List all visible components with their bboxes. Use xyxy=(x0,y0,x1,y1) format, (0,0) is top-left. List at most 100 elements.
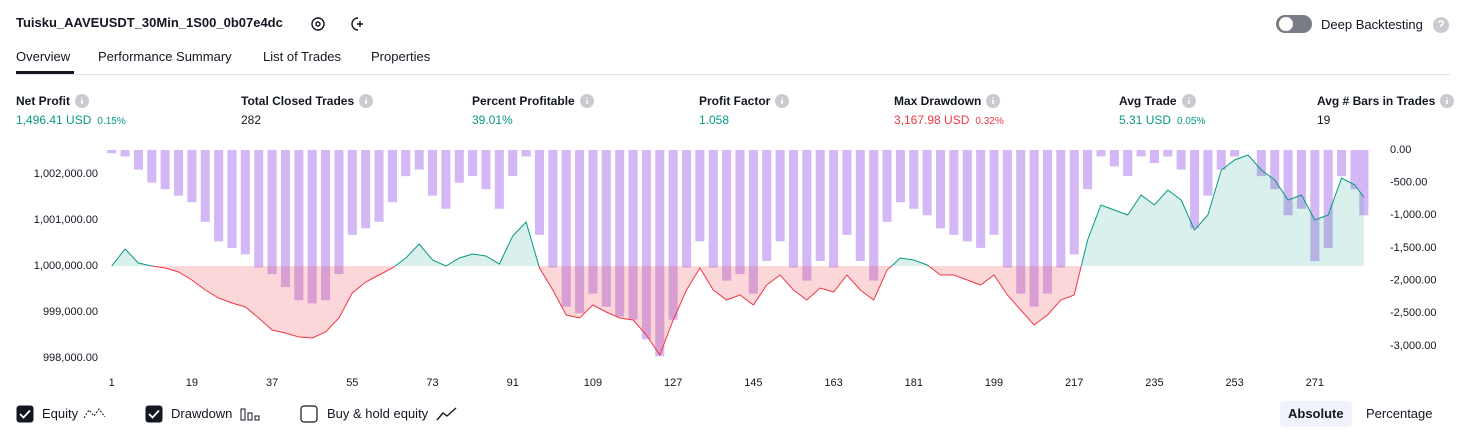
y2-tick-label: 0.00 xyxy=(1390,144,1411,156)
info-icon[interactable] xyxy=(359,94,373,108)
drawdown-bar xyxy=(561,150,571,307)
checkbox[interactable] xyxy=(16,405,34,423)
drawdown-bar xyxy=(120,150,130,157)
legend-label[interactable]: Buy & hold equity xyxy=(327,406,429,421)
drawdown-bar xyxy=(628,150,638,320)
drawdown-bar xyxy=(922,150,932,216)
drawdown-bar xyxy=(882,150,892,222)
metric-value: 282 xyxy=(241,113,261,127)
percentage-button[interactable]: Percentage xyxy=(1366,406,1433,421)
y2-tick-label: -1,500.00 xyxy=(1390,242,1436,254)
tab[interactable]: Performance Summary xyxy=(98,49,232,64)
metric-value: 1.058 xyxy=(699,113,729,127)
drawdown-bar xyxy=(762,150,772,261)
drawdown-bar xyxy=(989,150,999,235)
x-tick-label: 271 xyxy=(1306,377,1324,389)
drawdown-bar xyxy=(1056,150,1066,268)
drawdown-bar xyxy=(1296,150,1307,209)
metric-label: Avg Trade xyxy=(1119,94,1177,108)
info-icon[interactable] xyxy=(775,94,789,108)
drawdown-bar xyxy=(548,150,558,268)
info-icon[interactable] xyxy=(1440,94,1454,108)
drawdown-bar xyxy=(949,150,959,235)
metric-label: Max Drawdown xyxy=(894,94,982,108)
drawdown-bar xyxy=(1163,150,1173,157)
drawdown-bar xyxy=(307,150,317,304)
x-tick-label: 127 xyxy=(664,377,682,389)
drawdown-bar xyxy=(187,150,197,203)
drawdown-bar xyxy=(775,150,785,242)
tab[interactable]: Properties xyxy=(371,49,431,64)
legend-icon xyxy=(83,408,106,419)
y-tick-label: 1,001,000.00 xyxy=(34,214,98,226)
y-tick-label: 999,000.00 xyxy=(43,306,98,318)
drawdown-bar xyxy=(601,150,611,307)
drawdown-bar xyxy=(1230,150,1240,157)
tab[interactable]: List of Trades xyxy=(263,49,342,64)
drawdown-bar xyxy=(454,150,464,183)
settings-icon[interactable] xyxy=(311,17,325,31)
drawdown-bar xyxy=(1359,150,1369,216)
tab[interactable]: Overview xyxy=(16,49,71,64)
drawdown-bar xyxy=(588,150,598,294)
metric-number: 282 xyxy=(241,113,262,127)
metric-percent: 0.15% xyxy=(97,116,126,127)
help-icon[interactable] xyxy=(1432,16,1450,34)
drawdown-bar xyxy=(788,150,799,268)
checkbox[interactable] xyxy=(145,405,163,423)
metric-value: 39.01% xyxy=(472,113,513,127)
metric-value: 3,167.98 USD 0.32% xyxy=(894,113,1004,127)
metric-number: 3,167.98 USD xyxy=(894,113,970,127)
drawdown-bar xyxy=(200,150,210,222)
drawdown-bar xyxy=(280,150,291,288)
drawdown-bar xyxy=(1083,150,1093,190)
y2-tick-label: -1,000.00 xyxy=(1390,209,1436,221)
drawdown-bar xyxy=(468,150,478,177)
x-tick-label: 145 xyxy=(744,377,762,389)
x-tick-label: 73 xyxy=(426,377,438,389)
x-tick-label: 217 xyxy=(1065,377,1083,389)
info-icon[interactable] xyxy=(1182,94,1196,108)
metric-number: 1,496.41 USD xyxy=(16,113,92,127)
drawdown-bar xyxy=(802,150,812,281)
metric-number: 39.01% xyxy=(472,113,513,127)
info-icon[interactable] xyxy=(986,94,1000,108)
drawdown-bar xyxy=(1042,150,1053,294)
header-icons xyxy=(311,17,363,31)
drawdown-bar xyxy=(173,150,184,196)
metric-percent: 0.05% xyxy=(1177,116,1206,127)
drawdown-bar xyxy=(1256,150,1266,177)
drawdown-bar xyxy=(869,150,879,281)
add-icon[interactable] xyxy=(351,17,359,31)
legend-label[interactable]: Equity xyxy=(42,406,79,421)
drawdown-bar xyxy=(494,150,504,209)
x-tick-label: 163 xyxy=(824,377,842,389)
x-tick-label: 235 xyxy=(1145,377,1163,389)
toggle[interactable] xyxy=(1275,14,1313,34)
drawdown-bar xyxy=(414,150,424,170)
drawdown-bar xyxy=(815,150,825,261)
drawdown-bar xyxy=(722,150,732,281)
metric-label: Profit Factor xyxy=(699,94,771,108)
drawdown-bar xyxy=(374,150,384,222)
info-icon[interactable] xyxy=(580,94,594,108)
legend-label[interactable]: Drawdown xyxy=(171,406,233,421)
drawdown-bar xyxy=(1203,150,1213,196)
checkbox[interactable] xyxy=(300,405,318,423)
drawdown-bar xyxy=(267,150,277,275)
drawdown-bar xyxy=(695,150,705,242)
x-tick-label: 109 xyxy=(584,377,602,389)
legend-icon xyxy=(240,408,260,421)
y2-tick-label: -2,000.00 xyxy=(1390,274,1436,286)
drawdown-bar xyxy=(935,150,946,229)
metric-number: 1.058 xyxy=(699,113,730,127)
absolute-button[interactable]: Absolute xyxy=(1280,401,1352,427)
info-icon[interactable] xyxy=(75,94,89,108)
metric-number: 5.31 USD xyxy=(1119,113,1172,127)
drawdown-bar xyxy=(534,150,545,235)
drawdown-bar xyxy=(735,150,745,275)
drawdown-bar xyxy=(1350,150,1360,190)
chart: 1,002,000.00 1,001,000.00 1,000,000.00 999,… xyxy=(34,144,1437,389)
y-tick-label: 1,002,000.00 xyxy=(34,168,98,180)
